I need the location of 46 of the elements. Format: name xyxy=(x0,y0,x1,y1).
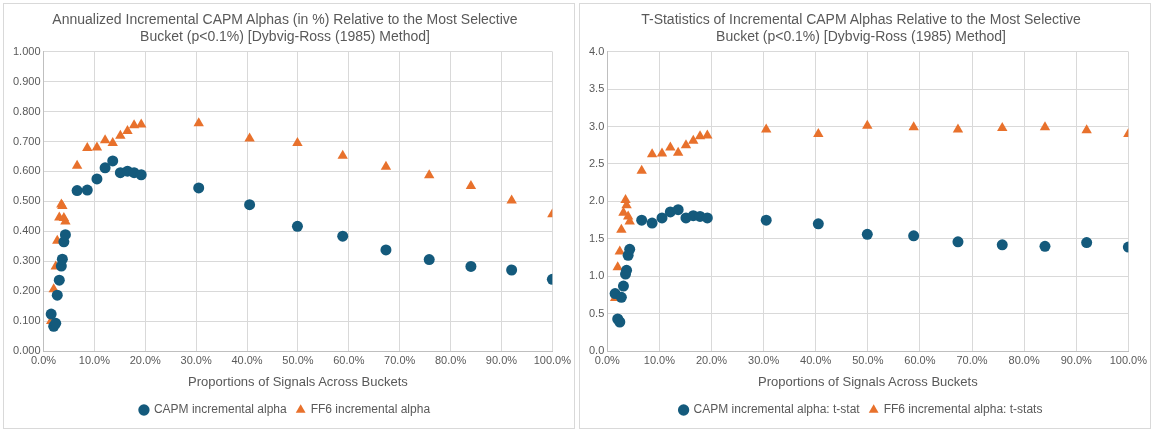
y-tick-label: 4.0 xyxy=(588,44,605,57)
x-tick-label: 50.0% xyxy=(852,353,884,366)
x-tick-label: 20.0% xyxy=(129,353,162,366)
x-tick-label: 40.0% xyxy=(231,353,263,366)
x-tick-label: 80.0% xyxy=(1008,353,1040,366)
y-tick-label: 0.700 xyxy=(13,134,41,147)
x-tick-label: 50.0% xyxy=(282,353,314,366)
y-tick-label: 0.200 xyxy=(13,284,41,297)
x-tick-label: 90.0% xyxy=(1060,353,1093,366)
y-tick-label: 0.600 xyxy=(13,164,41,177)
x-tick-label: 100.0% xyxy=(1109,353,1148,366)
chart-title: Annualized Incremental CAPM Alphas (in %) Relative to the Most Selective Bucket (p<0.1%) [Dybvig-Ross (1985) Method] xyxy=(52,11,518,45)
y-tick-label: 1.000 xyxy=(13,44,41,57)
x-axis-title: Proportions of Signals Across Buckets xyxy=(188,373,409,389)
y-tick-label: 0.5 xyxy=(588,306,605,319)
y-tick-label: 0.100 xyxy=(13,314,41,327)
x-tick-label: 10.0% xyxy=(78,353,111,366)
x-tick-label: 80.0% xyxy=(434,353,467,366)
x-tick-label: 90.0% xyxy=(485,353,518,366)
x-axis-title: Proportions of Signals Across Buckets xyxy=(757,373,979,389)
x-tick-label: 10.0% xyxy=(643,353,676,366)
y-tick-label: 3.0 xyxy=(588,119,605,132)
x-tick-label: 30.0% xyxy=(748,353,780,366)
x-tick-label: 100.0% xyxy=(533,353,572,366)
y-tick-label: 3.5 xyxy=(588,82,605,95)
x-tick-label: 20.0% xyxy=(695,353,728,366)
x-tick-label: 40.0% xyxy=(800,353,832,366)
legend-label: CAPM incremental alpha xyxy=(153,402,287,417)
y-tick-label: 2.0 xyxy=(588,194,605,207)
y-tick-label: 0.300 xyxy=(13,254,41,267)
y-tick-label: 0.400 xyxy=(13,224,41,237)
y-tick-label: 1.0 xyxy=(588,269,605,282)
x-tick-label: 60.0% xyxy=(333,353,365,366)
x-tick-label: 70.0% xyxy=(384,353,416,366)
legend-label: FF6 incremental alpha: t-stats xyxy=(883,402,1043,417)
chart-title: T-Statistics of Incremental CAPM Alphas Relative to the Most Selective Bucket (p<0.1%) [Dybvig-Ross (1985) Method] xyxy=(641,11,1082,45)
y-tick-label: 2.5 xyxy=(588,156,605,169)
x-tick-label: 30.0% xyxy=(180,353,212,366)
y-tick-label: 0.900 xyxy=(13,74,41,87)
y-tick-label: 1.5 xyxy=(588,231,605,244)
y-tick-label: 0.500 xyxy=(13,194,41,207)
y-tick-label: 0.800 xyxy=(13,104,41,117)
x-tick-label: 60.0% xyxy=(904,353,936,366)
legend-label: FF6 incremental alpha xyxy=(310,402,431,417)
legend-label: CAPM incremental alpha: t-stat xyxy=(693,402,861,417)
x-tick-label: 70.0% xyxy=(956,353,988,366)
